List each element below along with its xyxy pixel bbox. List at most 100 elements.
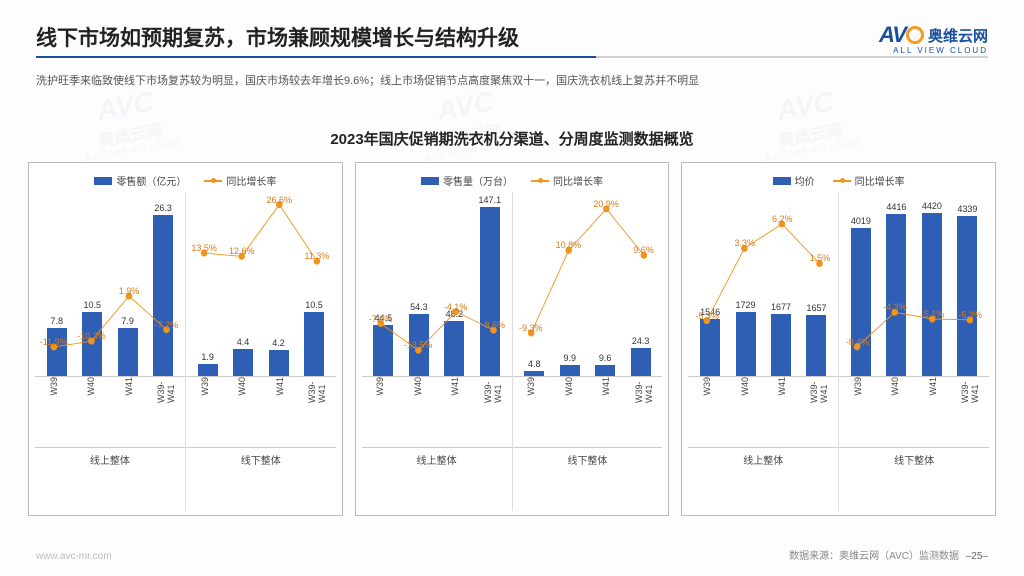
bar-value-label: 9.9 bbox=[563, 353, 576, 363]
bar: 4339 bbox=[957, 216, 977, 376]
header: 线下市场如预期复苏，市场兼顾规模增长与结构升级 AV 奥维云网 ALL VIEW… bbox=[36, 22, 988, 55]
line-value-label: 11.3% bbox=[304, 251, 329, 261]
bar-value-label: 1.9 bbox=[201, 352, 214, 362]
chart-group: 4019441644204339W39W40W41W39-W41线下整体 bbox=[838, 192, 989, 511]
bar-slot: 4420 bbox=[914, 192, 949, 376]
bar: 48.2 bbox=[444, 321, 464, 376]
line-value-label: -10.3% bbox=[77, 331, 106, 341]
page-number: –25– bbox=[966, 551, 988, 562]
legend-bar: 零售额（亿元） bbox=[94, 173, 186, 188]
line-value-label: -9.3% bbox=[519, 323, 543, 333]
x-tick-label: W39 bbox=[853, 377, 863, 396]
bars-area: 4019441644204339 bbox=[839, 192, 989, 377]
chart-group: 1546172916771657W39W40W41W39-W41线上整体 bbox=[688, 192, 838, 511]
line-value-label: 13.5% bbox=[191, 243, 217, 253]
x-tick-label: W40 bbox=[564, 377, 574, 396]
x-tick-label: W39-W41 bbox=[483, 377, 503, 403]
line-value-label: -13.5% bbox=[404, 340, 433, 350]
line-value-label: 9.6% bbox=[633, 245, 654, 255]
watermark: AVC奥维云网ALL VIEW CLOUD bbox=[75, 82, 182, 163]
bar-slot: 26.3 bbox=[145, 192, 180, 376]
bar: 10.5 bbox=[82, 312, 102, 376]
bars-area: 4.89.99.624.3 bbox=[513, 192, 663, 377]
bar-value-label: 7.8 bbox=[50, 316, 63, 326]
line-value-label: 10.8% bbox=[556, 240, 582, 250]
group-label: 线上整体 bbox=[362, 447, 512, 511]
x-tick-label: W41 bbox=[601, 377, 611, 396]
x-tick-label: W39 bbox=[526, 377, 536, 396]
bar: 10.5 bbox=[304, 312, 324, 376]
chart-group: 44.554.348.2147.1W39W40W41W39-W41线上整体 bbox=[362, 192, 512, 511]
group-label: 线上整体 bbox=[688, 447, 838, 511]
x-tick-label: W40 bbox=[86, 377, 96, 396]
chart-panel-0: 零售额（亿元）同比增长率7.810.57.926.3W39W40W41W39-W… bbox=[28, 162, 343, 516]
bar-value-label: 4.4 bbox=[237, 337, 250, 347]
x-tick-label: W40 bbox=[740, 377, 750, 396]
bar-slot: 7.9 bbox=[110, 192, 145, 376]
title-underline bbox=[36, 56, 988, 58]
x-tick-label: W41 bbox=[928, 377, 938, 396]
bar-value-label: 7.9 bbox=[121, 316, 134, 326]
watermark: AVC奥维云网ALL VIEW CLOUD bbox=[415, 82, 522, 163]
bar: 1657 bbox=[806, 315, 826, 376]
bar-slot: 4.2 bbox=[261, 192, 296, 376]
logo-avc-text: AV bbox=[879, 22, 906, 48]
logo-en-text: ALL VIEW CLOUD bbox=[893, 46, 988, 55]
group-label: 线上整体 bbox=[35, 447, 185, 511]
line-value-label: -8.6% bbox=[481, 320, 505, 330]
page-title: 线下市场如预期复苏，市场兼顾规模增长与结构升级 bbox=[36, 22, 519, 52]
bars-area: 7.8 10.5 7.9 26.3 bbox=[35, 192, 185, 377]
x-labels: W39W40W41W39-W41 bbox=[186, 377, 336, 447]
bar-value-label: 1729 bbox=[736, 300, 756, 310]
x-tick-label: W39 bbox=[375, 377, 385, 396]
line-value-label: 20.9% bbox=[593, 199, 619, 209]
chart-group: 7.810.57.926.3W39W40W41W39-W41线上整体 bbox=[35, 192, 185, 511]
group-label: 线下整体 bbox=[186, 447, 336, 511]
x-tick-label: W39-W41 bbox=[156, 377, 176, 403]
line-value-label: 6.2% bbox=[772, 214, 793, 224]
bars-area: 1.9 4.4 4.2 10.5 bbox=[186, 192, 336, 377]
bar-value-label: 54.3 bbox=[410, 302, 428, 312]
x-tick-label: W39 bbox=[200, 377, 210, 396]
bar: 1.9 bbox=[198, 364, 218, 376]
group-label: 线下整体 bbox=[839, 447, 989, 511]
bar-slot: 1546 bbox=[692, 192, 727, 376]
chart-panel-1: 零售量（万台）同比增长率 44.5 54.3 48.2 147.1 W39 W40 W41 W3… bbox=[355, 162, 670, 516]
bar: 4420 bbox=[922, 213, 942, 376]
x-tick-label: W40 bbox=[237, 377, 247, 396]
bar: 1546 bbox=[700, 319, 720, 376]
bar-slot: 10.5 bbox=[74, 192, 109, 376]
line-value-label: 1.9% bbox=[119, 286, 140, 296]
legend-bar: 零售量（万台） bbox=[421, 173, 513, 188]
chart-legend: 零售量（万台）同比增长率 bbox=[362, 173, 663, 188]
x-tick-label: W41 bbox=[777, 377, 787, 396]
bar: 7.9 bbox=[118, 328, 138, 376]
logo-cn-text: 奥维云网 bbox=[928, 25, 988, 46]
bar-value-label: 10.5 bbox=[83, 300, 101, 310]
bar-slot: 44.5 bbox=[366, 192, 401, 376]
bar: 4.2 bbox=[269, 350, 289, 376]
bar-slot: 1729 bbox=[728, 192, 763, 376]
chart-plot: 44.5 54.3 48.2 147.1 W39 W40 W41 W39-W41 线上整体 4.8… bbox=[362, 192, 663, 511]
bar-value-label: 1657 bbox=[806, 303, 826, 313]
legend-line: 同比增长率 bbox=[833, 173, 905, 188]
bar-value-label: 9.6 bbox=[599, 353, 612, 363]
x-tick-label: W39-W41 bbox=[960, 377, 980, 403]
logo-ring-icon bbox=[906, 26, 924, 44]
x-tick-label: W39-W41 bbox=[634, 377, 654, 403]
chart-legend: 零售额（亿元） 同比增长率 bbox=[35, 173, 336, 188]
chart-legend: 均价同比增长率 bbox=[688, 173, 989, 188]
footer-source-text: 数据来源：奥维云网（AVC）监测数据 bbox=[789, 551, 959, 562]
line-value-label: -11.9% bbox=[40, 337, 68, 347]
bar-slot: 1.9 bbox=[190, 192, 225, 376]
bar: 147.1 bbox=[480, 207, 500, 376]
line-value-label: 1.5% bbox=[810, 253, 831, 263]
legend-line: 同比增长率 bbox=[204, 173, 276, 188]
bar: 1729 bbox=[736, 312, 756, 376]
line-value-label: -5.3% bbox=[695, 311, 719, 321]
bar-value-label: 4.8 bbox=[528, 359, 541, 369]
line-value-label: -4.3% bbox=[883, 302, 907, 312]
bar: 9.9 bbox=[560, 365, 580, 376]
line-value-label: -4.1% bbox=[444, 302, 468, 312]
subtitle: 洗护旺季来临致使线下市场复苏较为明显，国庆市场较去年增长9.6%；线上市场促销节… bbox=[36, 72, 988, 88]
